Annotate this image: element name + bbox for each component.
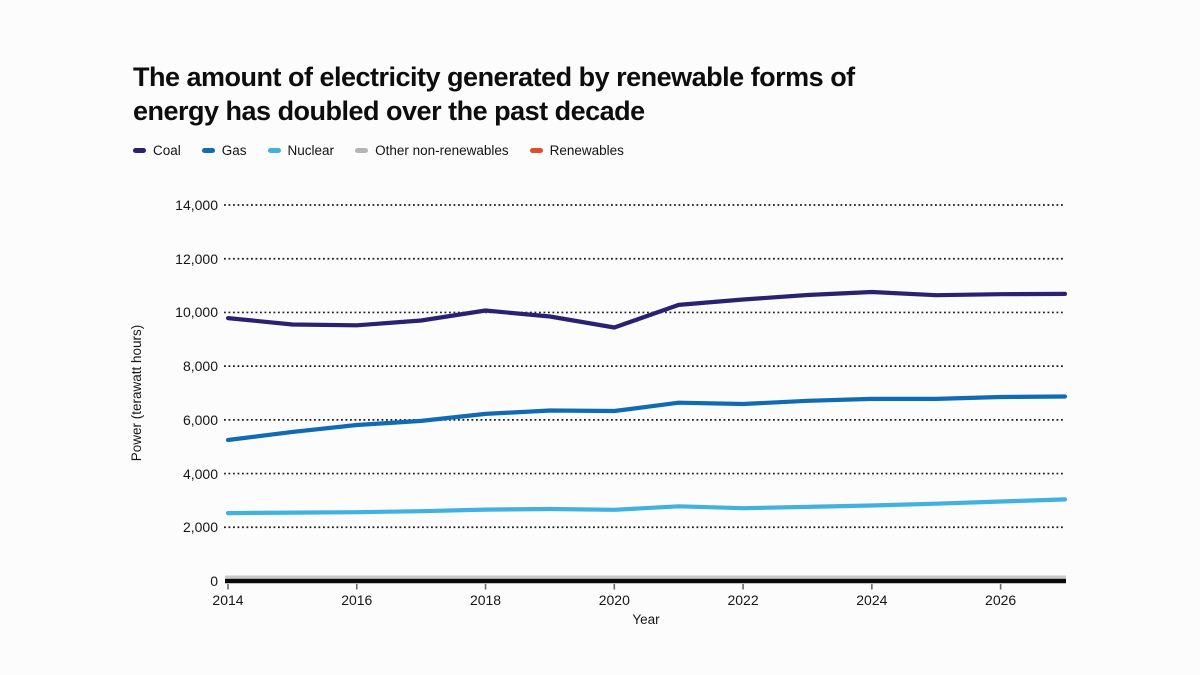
y-tick-label-6000: 6,000 xyxy=(182,411,218,428)
legend-item-renewables: Renewables xyxy=(529,143,624,158)
chart-title: The amount of electricity generated by r… xyxy=(133,62,855,126)
y-tick-label-8000: 8,000 xyxy=(182,358,218,375)
legend-item-nuclear: Nuclear xyxy=(267,143,335,158)
y-tick-label-0: 0 xyxy=(210,573,218,589)
legend-marker-coal xyxy=(133,148,146,153)
x-tick-label-2016: 2016 xyxy=(341,592,373,608)
y-tick-label-4000: 4,000 xyxy=(182,465,218,482)
legend-marker-gas xyxy=(201,148,215,153)
x-axis-title-text: Year xyxy=(632,612,660,627)
x-tick-label-2020: 2020 xyxy=(598,592,630,608)
x-axis-title: Year xyxy=(546,612,746,627)
y-tick-label-2000: 2,000 xyxy=(182,519,218,536)
legend: Coal Gas Nuclear Other non-renewables Renewa… xyxy=(133,143,624,158)
x-tick-label-2022: 2022 xyxy=(727,592,759,608)
x-tick-label-2024: 2024 xyxy=(856,592,888,608)
legend-label: Renewables xyxy=(549,143,624,158)
legend-marker-nuclear xyxy=(267,148,281,153)
legend-label: Nuclear xyxy=(287,143,335,158)
y-tick-label-12000: 12,000 xyxy=(175,250,218,267)
legend-item-gas: Gas xyxy=(201,143,247,158)
y-tick-label-10000: 10,000 xyxy=(175,304,218,321)
legend-label: Gas xyxy=(221,143,247,158)
line-gas xyxy=(225,394,1068,443)
legend-item-other-non-renewables: Other non-renewables xyxy=(355,143,509,158)
x-tick-label-2018: 2018 xyxy=(469,592,502,608)
line-coal xyxy=(225,289,1068,330)
line-nuclear xyxy=(225,497,1068,516)
x-tick-label-2014: 2014 xyxy=(212,592,244,608)
x-tick-label-2026: 2026 xyxy=(985,592,1017,608)
legend-marker-renewables xyxy=(529,148,543,153)
legend-marker-other-non-renewables xyxy=(355,148,369,153)
y-tick-label-14000: 14,000 xyxy=(175,197,218,213)
legend-label: Other non-renewables xyxy=(375,143,509,158)
legend-label: Coal xyxy=(153,143,181,158)
legend-item-coal: Coal xyxy=(133,143,181,158)
